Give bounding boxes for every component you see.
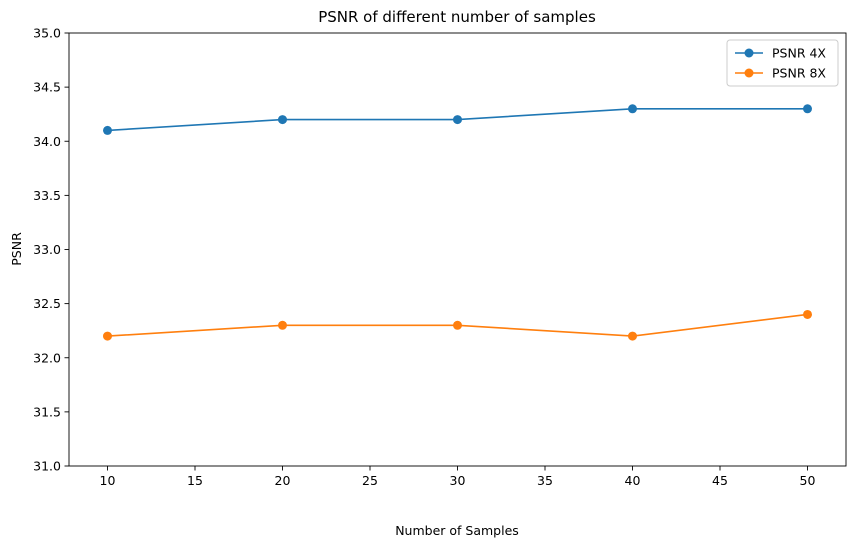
legend-box xyxy=(726,39,839,87)
legend-marker xyxy=(744,68,754,78)
x-tick-label: 35 xyxy=(537,473,553,488)
y-tick-label: 32.5 xyxy=(33,296,61,311)
data-point xyxy=(628,331,637,341)
y-tick-label: 34.0 xyxy=(33,134,61,149)
series-1 xyxy=(103,104,812,135)
x-tick-label: 40 xyxy=(625,473,641,488)
x-axis: 10 15 20 25 30 35 40 45 50 xyxy=(100,466,816,488)
data-point xyxy=(103,331,112,341)
legend: PSNR 4X PSNR 8X xyxy=(726,39,839,87)
data-point xyxy=(453,320,462,330)
chart-title: PSNR of different number of samples xyxy=(318,8,596,26)
y-tick-label: 33.5 xyxy=(33,188,61,203)
y-tick-label: 32.0 xyxy=(33,350,61,365)
x-tick-label: 45 xyxy=(712,473,728,488)
data-point xyxy=(278,320,287,330)
y-axis: 31.0 31.5 32.0 32.5 33.0 33.5 34.0 34.5 35.0 xyxy=(33,26,69,474)
data-point xyxy=(453,115,462,125)
y-axis-title: PSNR xyxy=(9,232,24,266)
y-tick-label: 31.5 xyxy=(33,404,61,419)
series-2 xyxy=(103,309,812,341)
data-point xyxy=(803,309,812,319)
data-point xyxy=(803,104,812,114)
y-tick-label: 34.5 xyxy=(33,80,61,95)
x-tick-label: 30 xyxy=(450,473,466,488)
x-tick-label: 50 xyxy=(800,473,816,488)
x-tick-label: 10 xyxy=(100,473,116,488)
x-tick-label: 25 xyxy=(362,473,378,488)
y-tick-label: 35.0 xyxy=(33,26,61,41)
data-point xyxy=(103,125,112,135)
legend-marker xyxy=(744,48,754,58)
x-tick-label: 20 xyxy=(275,473,291,488)
data-point xyxy=(278,115,287,125)
legend-label: PSNR 4X xyxy=(772,46,826,61)
y-tick-label: 31.0 xyxy=(33,459,61,474)
x-tick-label: 15 xyxy=(187,473,203,488)
data-point xyxy=(628,104,637,114)
y-tick-label: 33.0 xyxy=(33,242,61,257)
series-layer xyxy=(103,104,812,341)
x-axis-title: Number of Samples xyxy=(395,523,519,538)
legend-label: PSNR 8X xyxy=(772,66,826,81)
